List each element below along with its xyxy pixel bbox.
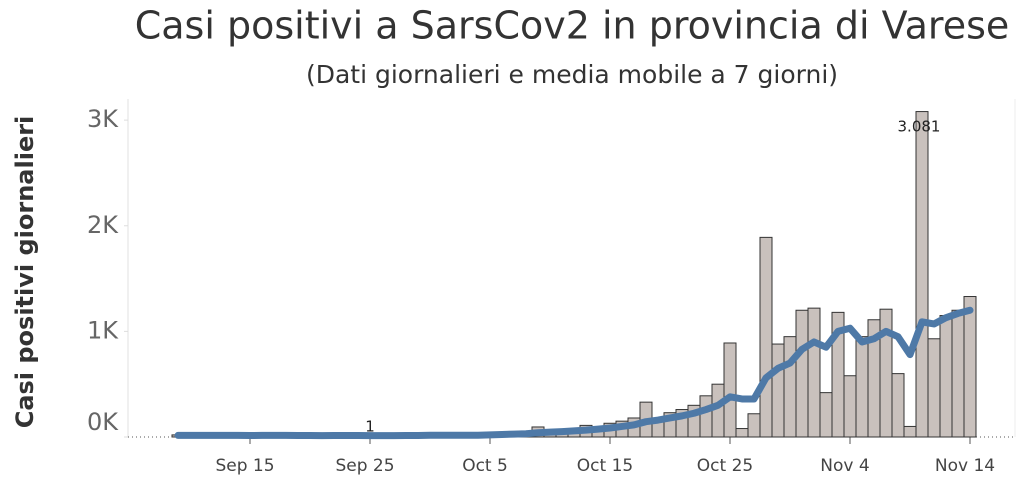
bar (735, 428, 749, 438)
bar (711, 383, 725, 438)
data-label: 3.081 (898, 118, 941, 136)
bar (831, 311, 845, 438)
bar (927, 338, 941, 438)
x-tick-label: Oct 5 (462, 456, 508, 476)
bar (915, 111, 929, 438)
bar (963, 296, 977, 438)
bar (903, 425, 917, 438)
y-tick-label: 0K (87, 408, 119, 436)
bar (807, 307, 821, 438)
moving-average-line (174, 306, 974, 440)
data-label: 1 (365, 417, 375, 435)
bar (747, 413, 761, 438)
bar (891, 373, 905, 438)
bar (783, 336, 797, 438)
x-tick-label: Oct 25 (697, 456, 753, 476)
y-tick-label: 2K (87, 211, 119, 239)
x-tick-label: Sep 15 (215, 456, 274, 476)
bar (819, 392, 833, 438)
y-tick-label: 3K (87, 105, 119, 133)
x-tick-label: Nov 14 (935, 456, 995, 476)
x-tick-label: Oct 15 (577, 456, 633, 476)
x-tick-label: Sep 25 (335, 456, 394, 476)
y-tick-label: 1K (87, 316, 119, 344)
bar (855, 336, 869, 438)
bar (843, 375, 857, 438)
bar (951, 309, 965, 438)
chart-subtitle: (Dati giornalieri e media mobile a 7 gio… (306, 60, 838, 89)
bar (939, 315, 953, 438)
bar (699, 395, 713, 438)
x-tick-label: Nov 4 (820, 456, 869, 476)
bar (771, 343, 785, 438)
bar (759, 236, 773, 438)
chart-title: Casi positivi a SarsCov2 in provincia di… (135, 4, 1010, 48)
bar (723, 342, 737, 438)
bar (795, 309, 809, 438)
y-axis-label: Casi positivi giornalieri (11, 116, 39, 429)
bar (879, 308, 893, 438)
